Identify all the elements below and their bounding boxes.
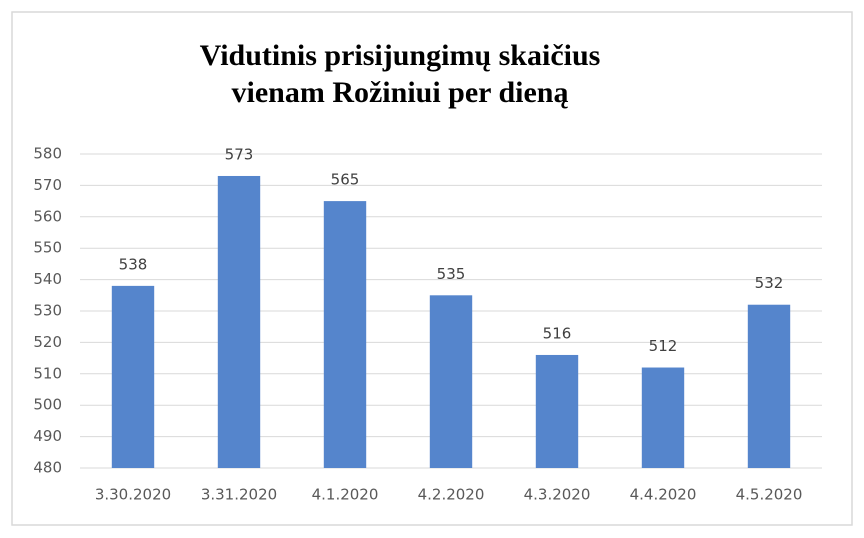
y-tick-label: 580 [33, 145, 62, 163]
x-tick-label: 4.2.2020 [418, 486, 485, 504]
y-tick-label: 500 [33, 396, 62, 414]
chart-title: Vidutinis prisijungimų skaičius [200, 39, 601, 72]
value-label: 516 [543, 324, 572, 342]
value-label: 512 [649, 337, 678, 355]
value-label: 532 [755, 274, 784, 292]
bar [323, 201, 367, 468]
y-tick-label: 570 [33, 176, 62, 194]
y-tick-label: 560 [33, 207, 62, 225]
bar [641, 367, 685, 468]
x-tick-label: 4.5.2020 [736, 486, 803, 504]
value-label: 565 [331, 171, 360, 189]
x-tick-label: 4.1.2020 [312, 486, 379, 504]
x-tick-label: 4.4.2020 [630, 486, 697, 504]
bar [747, 304, 791, 468]
y-tick-label: 540 [33, 270, 62, 288]
x-tick-label: 3.31.2020 [201, 486, 277, 504]
y-tick-label: 520 [33, 333, 62, 351]
bar [535, 354, 579, 468]
y-tick-label: 510 [33, 364, 62, 382]
x-tick-label: 3.30.2020 [95, 486, 171, 504]
bar [111, 285, 155, 468]
value-label: 535 [437, 265, 466, 283]
x-tick-label: 4.3.2020 [524, 486, 591, 504]
value-label: 538 [119, 255, 148, 273]
y-tick-label: 530 [33, 302, 62, 320]
y-tick-label: 480 [33, 459, 62, 477]
chart-title: vienam Rožiniui per dieną [232, 76, 569, 109]
value-label: 573 [225, 145, 254, 163]
y-tick-label: 490 [33, 427, 62, 445]
bar [217, 175, 261, 469]
y-tick-label: 550 [33, 239, 62, 257]
bar [429, 295, 473, 468]
